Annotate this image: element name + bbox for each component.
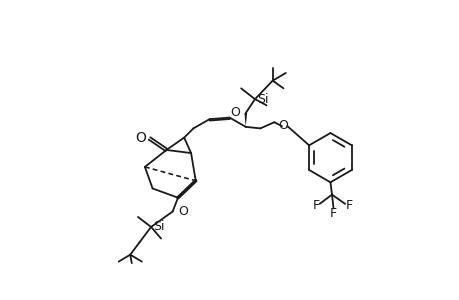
Text: O: O	[230, 106, 240, 119]
Text: O: O	[178, 205, 187, 218]
Text: O: O	[134, 131, 146, 146]
Polygon shape	[244, 113, 246, 127]
Text: F: F	[312, 199, 319, 212]
Text: Si: Si	[153, 220, 164, 233]
Text: O: O	[277, 119, 287, 132]
Text: F: F	[345, 199, 352, 212]
Text: Si: Si	[257, 93, 268, 106]
Text: F: F	[329, 207, 336, 220]
